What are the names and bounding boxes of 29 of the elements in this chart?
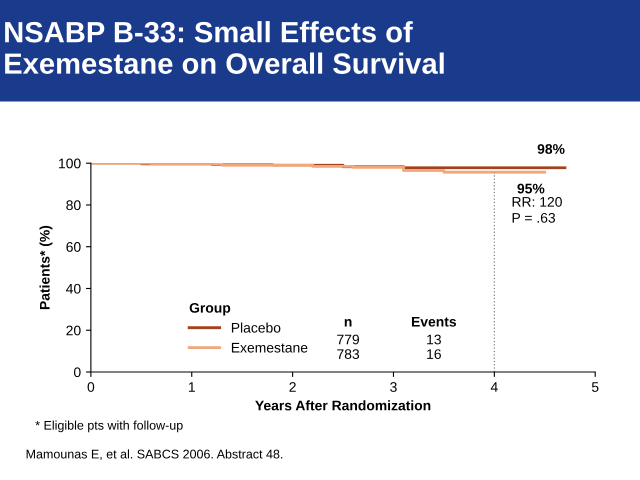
legend-label: Exemestane xyxy=(232,342,308,353)
x-tick-label: 3 xyxy=(390,382,397,392)
annotation: 779 xyxy=(337,334,360,344)
x-tick-label: 2 xyxy=(289,382,296,392)
y-tick-label: 100 xyxy=(59,158,81,168)
annotation: 95% xyxy=(517,184,544,194)
y-tick-label: 0 xyxy=(74,367,81,378)
annotation: RR: 120 P = .63 xyxy=(512,196,562,223)
y-axis-title: Patients* (%) xyxy=(39,226,52,310)
text: Mamounas E, et al. SABCS 2006. Abstract 48. xyxy=(26,449,282,460)
annotation: 98% xyxy=(538,144,565,154)
y-tick-label: 40 xyxy=(66,284,81,294)
x-tick-label: 4 xyxy=(490,382,498,392)
x-tick-label: 5 xyxy=(592,382,598,392)
y-tick-label: 20 xyxy=(66,326,81,336)
y-tick-label: 80 xyxy=(66,200,81,210)
annotation: 783 xyxy=(337,349,360,360)
chart-title: NSABP B-33: Small Effects of Exemestane on Overall Survival xyxy=(5,21,444,74)
annotation: n xyxy=(344,319,352,327)
annotation: Events xyxy=(412,316,456,327)
y-tick-label: 60 xyxy=(66,242,81,252)
x-axis-title: Years After Randomization xyxy=(255,400,430,410)
x-tick-label: 0 xyxy=(88,382,94,392)
legend-label: Placebo xyxy=(232,322,280,333)
legend-title: Group xyxy=(190,302,230,316)
annotation: 13 xyxy=(427,334,441,344)
text: * Eligible pts with follow-up xyxy=(35,420,183,432)
x-tick-label: 1 xyxy=(188,382,195,392)
annotation: 16 xyxy=(427,349,441,360)
